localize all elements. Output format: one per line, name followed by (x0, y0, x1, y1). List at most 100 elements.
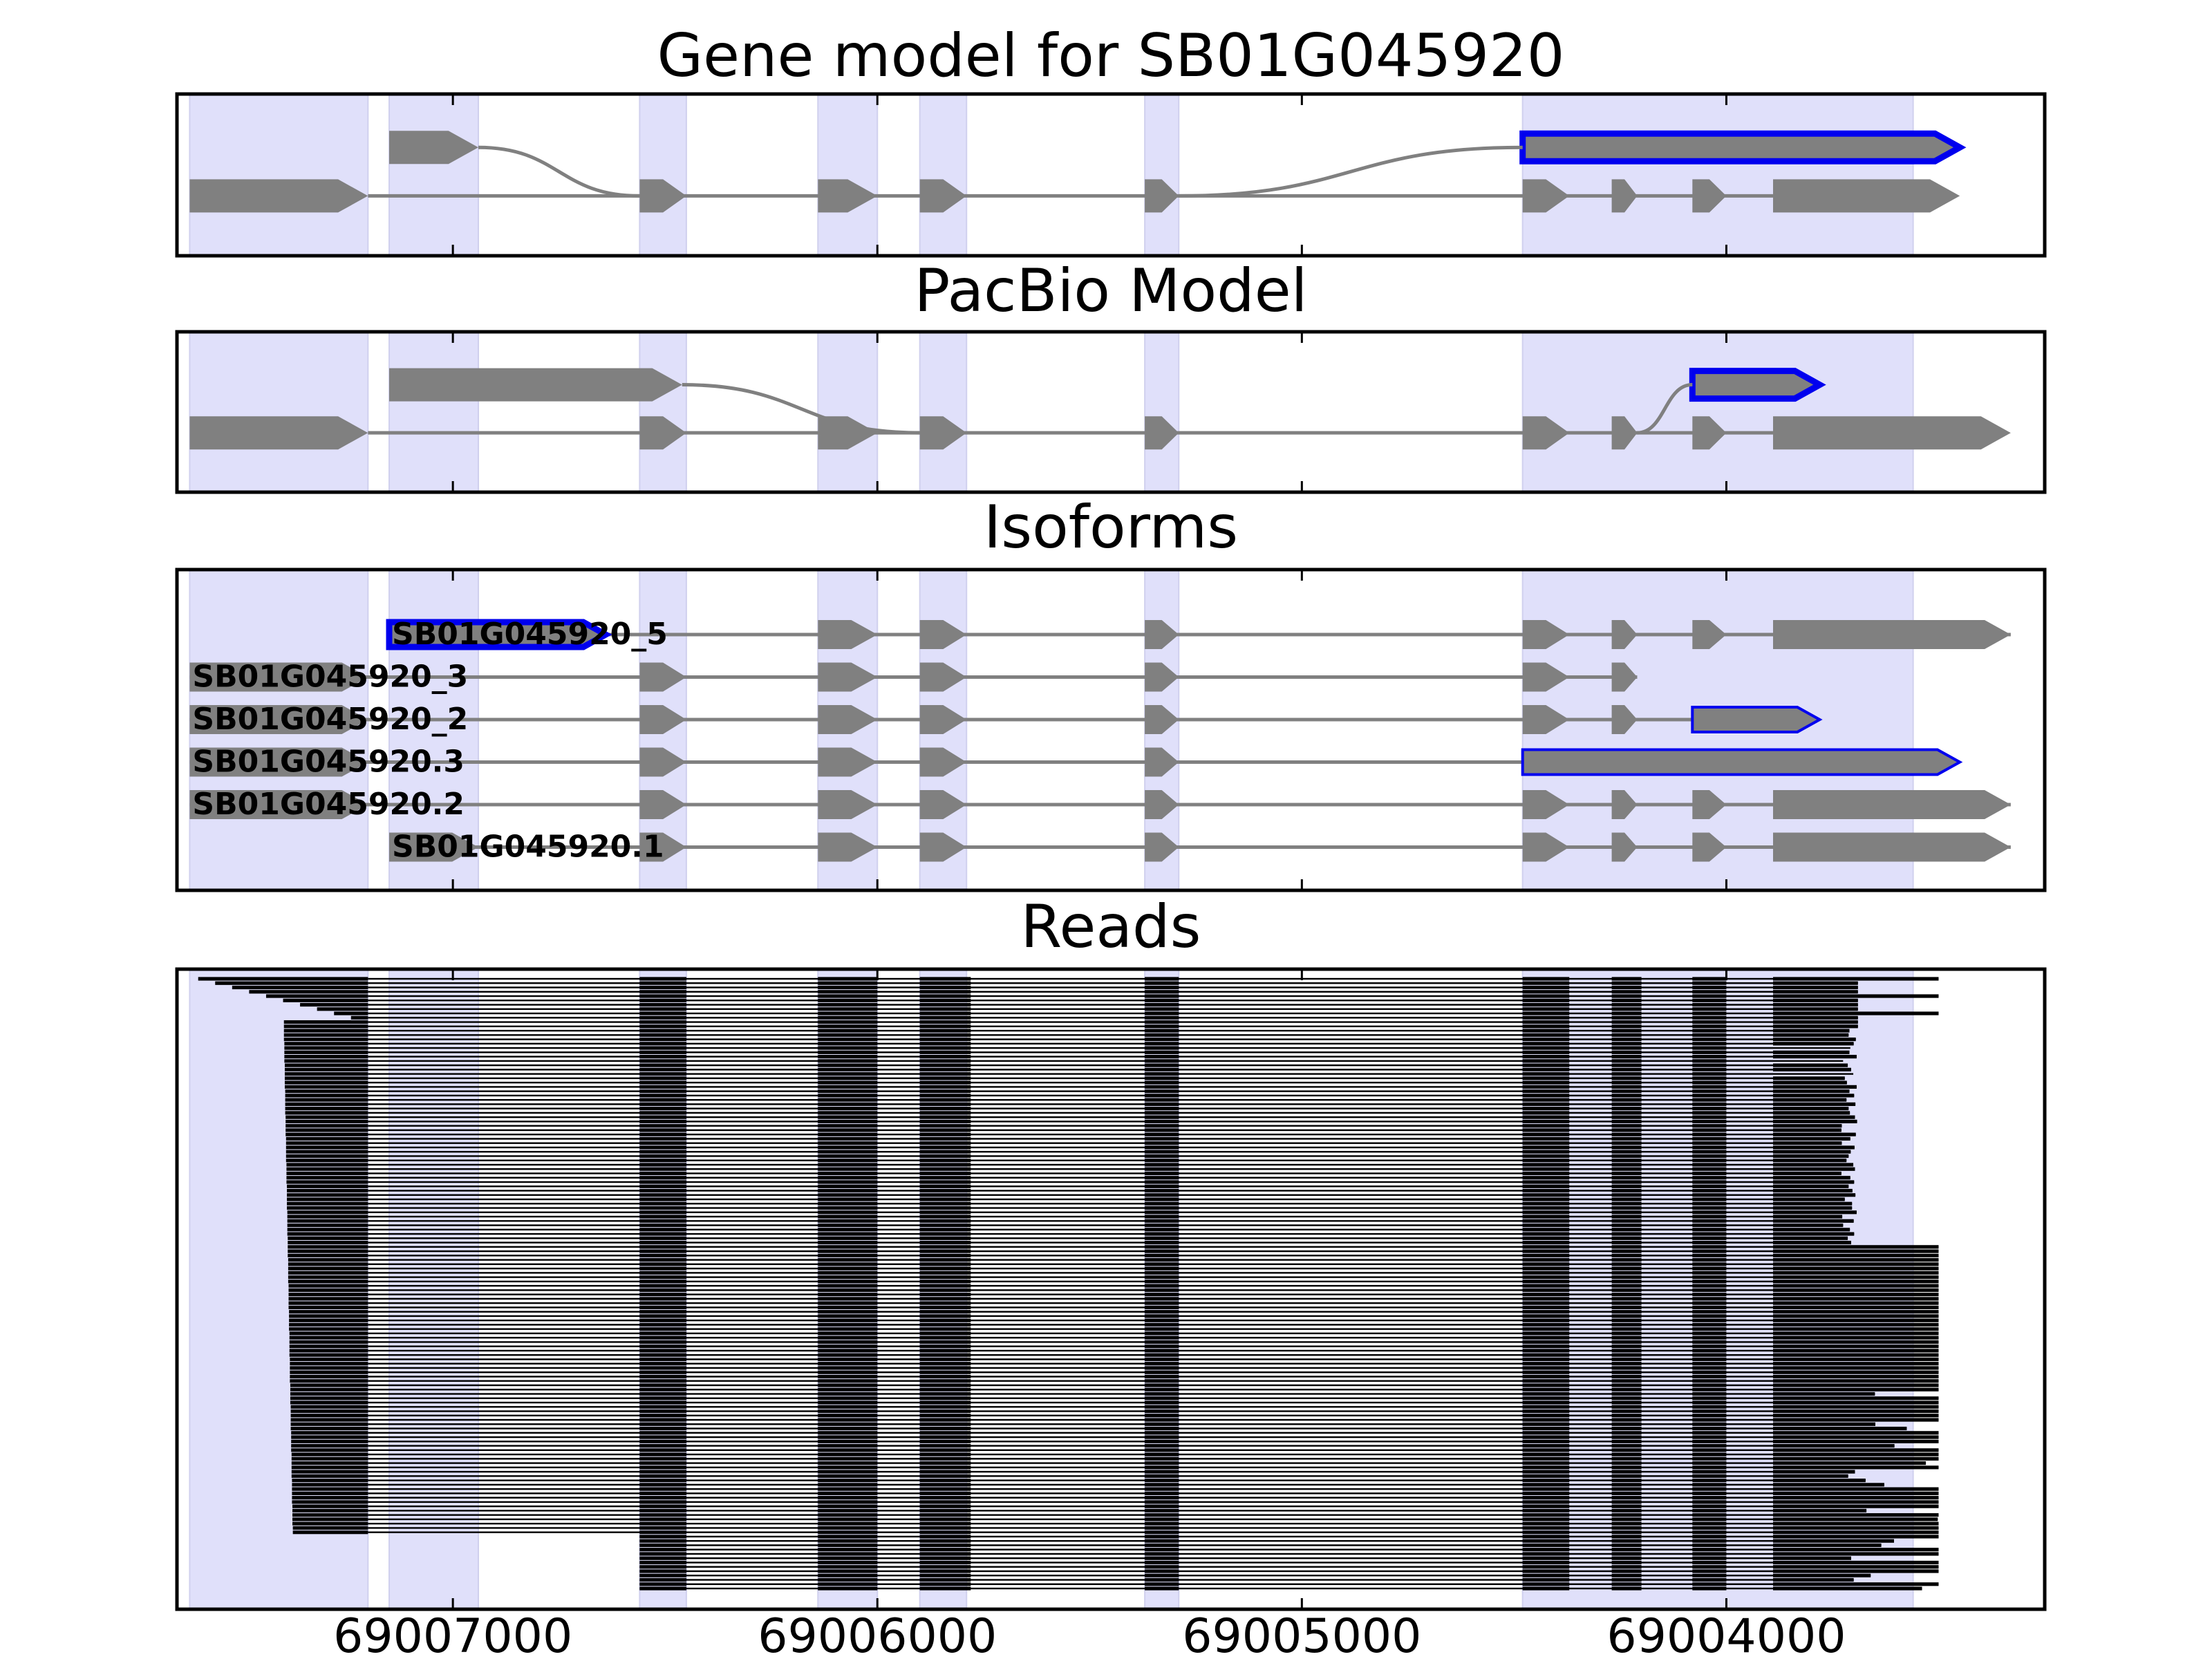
read-exon (1611, 1357, 1642, 1362)
read-exon (1772, 1344, 1939, 1349)
read-exon (1522, 1115, 1570, 1119)
read-exon (285, 1136, 368, 1141)
read-exon (1611, 1145, 1642, 1150)
read-exon (919, 985, 971, 990)
read-exon (1772, 1098, 1847, 1102)
exon (1773, 620, 2011, 649)
read-exon (919, 1582, 971, 1586)
read-exon (1772, 1050, 1850, 1054)
read (289, 1335, 1939, 1340)
read-exon (1522, 1470, 1570, 1474)
read-exon (1522, 1197, 1570, 1201)
read (291, 1448, 1939, 1452)
read-exon (919, 1314, 971, 1318)
read-exon (1522, 1111, 1570, 1115)
exon (1773, 790, 2011, 819)
read-exon (639, 1262, 686, 1266)
read-exon (919, 1150, 971, 1154)
exon (919, 416, 967, 450)
read (285, 1094, 1855, 1098)
read-exon (1611, 985, 1642, 990)
read-exon (1692, 1111, 1727, 1115)
read-exon (1145, 1197, 1179, 1201)
read (290, 1366, 1939, 1370)
read-intron (368, 1129, 1841, 1132)
read-exon (818, 1517, 878, 1521)
read-intron (368, 1510, 1867, 1512)
read-exon (1772, 1487, 1939, 1491)
read-exon (1522, 1119, 1570, 1124)
exon (1145, 705, 1179, 734)
read-exon (1522, 1465, 1570, 1470)
read-exon (639, 1037, 686, 1042)
read-exon (290, 1362, 368, 1366)
read-exon (1522, 990, 1570, 994)
read-exon (639, 1535, 686, 1539)
read-exon (1772, 1491, 1939, 1495)
read (639, 1586, 1922, 1591)
read (287, 1232, 1855, 1236)
read-exon (639, 1280, 686, 1284)
selected-exon (1519, 130, 1967, 165)
read-exon (1692, 981, 1727, 985)
read-exon (1522, 1029, 1570, 1033)
read-exon (1772, 1054, 1857, 1059)
read-exon (1692, 1107, 1727, 1111)
read-exon (818, 1111, 878, 1115)
read-exon (919, 1050, 971, 1054)
read-exon (639, 1176, 686, 1180)
read-intron (368, 1146, 1855, 1149)
read-exon (1692, 1236, 1727, 1240)
read-intron (368, 1220, 1854, 1222)
read-exon (1145, 1119, 1179, 1124)
read-exon (639, 1435, 686, 1439)
read-exon (818, 985, 878, 990)
read (289, 1318, 1939, 1322)
read-exon (1692, 1098, 1727, 1102)
read-exon (1692, 1565, 1727, 1569)
read-exon (1522, 1483, 1570, 1487)
read-exon (1611, 1508, 1642, 1513)
read-exon (639, 1327, 686, 1331)
read (285, 1141, 1842, 1145)
read-exon (639, 1011, 686, 1015)
read-exon (292, 1513, 368, 1517)
exon (1611, 790, 1638, 819)
read-exon (639, 1107, 686, 1111)
read-exon (1692, 1128, 1727, 1132)
read-exon (639, 1344, 686, 1349)
read-exon (1145, 1491, 1179, 1495)
read-intron (368, 1445, 1895, 1447)
read-exon (1611, 1115, 1642, 1119)
read-exon (1692, 1059, 1727, 1063)
read-exon (818, 1409, 878, 1414)
read-exon (919, 1085, 971, 1089)
read (285, 1089, 1850, 1094)
read-exon (639, 1383, 686, 1387)
read-exon (1611, 1560, 1642, 1565)
read-exon (919, 1024, 971, 1029)
read-exon (1522, 1136, 1570, 1141)
read-exon (1692, 1577, 1727, 1582)
read-exon (639, 1318, 686, 1322)
read-exon (287, 1215, 368, 1219)
read-exon (639, 1240, 686, 1245)
read-exon (639, 1163, 686, 1167)
read-exon (818, 1400, 878, 1405)
read-exon (919, 1452, 971, 1456)
read (289, 1322, 1939, 1327)
read-exon (1692, 1439, 1727, 1443)
read-exon (1611, 1353, 1642, 1357)
read-exon (1772, 1150, 1851, 1154)
read-exon (1145, 1128, 1179, 1132)
panel-title: Reads (1021, 892, 1201, 962)
read-exon (818, 1508, 878, 1513)
read-exon (639, 1443, 686, 1448)
read-exon (1145, 1327, 1179, 1331)
read-intron (368, 1008, 1858, 1010)
read-exon (1522, 1418, 1570, 1422)
read-exon (639, 1020, 686, 1024)
exon (1522, 179, 1570, 213)
read-exon (818, 1002, 878, 1007)
read-exon (1145, 1586, 1179, 1591)
